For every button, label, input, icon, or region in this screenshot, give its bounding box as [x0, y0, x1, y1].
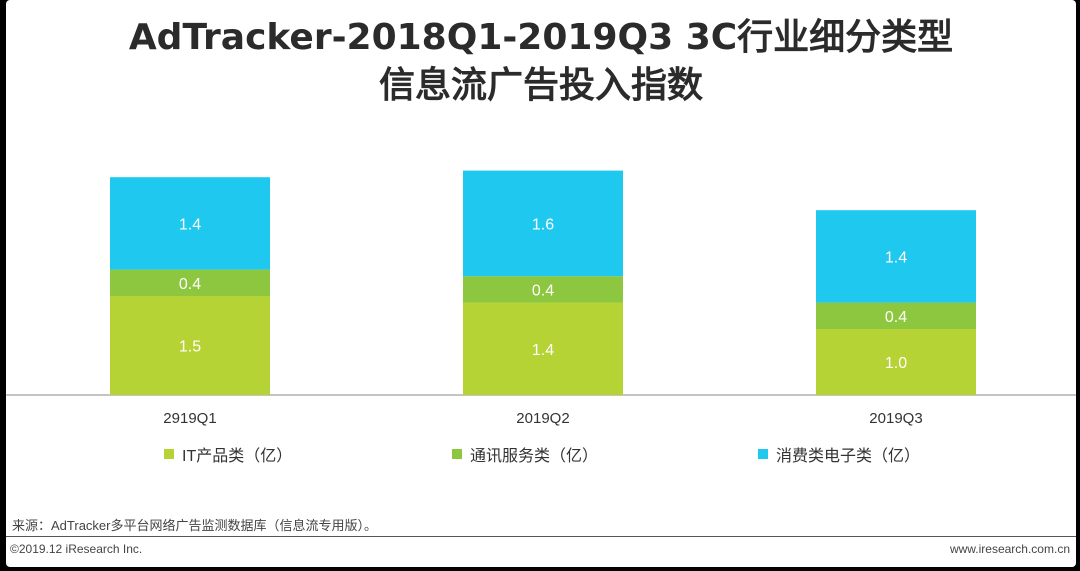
x-tick-label-3: 2019Q3 [869, 410, 922, 427]
bar-consumer-electronics-1 [110, 177, 270, 270]
chart-title-line-2: 信息流广告投入指数 [378, 65, 703, 106]
legend-item-it: IT产品类（亿） [164, 442, 292, 466]
legend-swatch-it [164, 449, 174, 459]
stacked-bar-chart: 1.5 0.4 1.4 2919Q1 1.4 0.4 1.6 2019Q2 1.0 0.4 1.4 2… [6, 170, 1076, 427]
data-label-it-1: 1.5 [179, 339, 201, 356]
source-note: 来源：AdTracker多平台网络广告监测数据库（信息流专用版）。 [12, 518, 377, 533]
bar-it-3 [816, 329, 976, 395]
chart-title-line-1: AdTracker-2018Q1-2019Q3 3C行业细分类型 [128, 17, 954, 58]
bar-consumer-electronics-2 [463, 170, 623, 277]
bar-it-1 [110, 296, 270, 395]
legend-label-consumer-electronics: 消费类电子类（亿） [776, 448, 921, 465]
data-label-consumer-electronics-1: 1.4 [179, 216, 201, 233]
legend-label-it: IT产品类（亿） [182, 448, 293, 465]
x-tick-label-1: 2919Q1 [163, 410, 216, 427]
bar-telecom-1 [110, 269, 270, 296]
website-link: www.iresearch.com.cn [949, 542, 1070, 556]
legend-item-consumer-electronics: 消费类电子类（亿） [758, 442, 920, 466]
data-label-it-3: 1.0 [885, 355, 907, 372]
data-label-it-2: 1.4 [532, 342, 554, 359]
bar-telecom-3 [816, 302, 976, 329]
copyright-text: ©2019.12 iResearch Inc. [10, 542, 143, 556]
chart-title: AdTracker-2018Q1-2019Q3 3C行业细分类型 信息流广告投入… [6, 14, 1076, 110]
chart-frame: AdTracker-2018Q1-2019Q3 3C行业细分类型 信息流广告投入… [6, 0, 1076, 567]
bar-telecom-2 [463, 276, 623, 303]
data-label-telecom-3: 0.4 [885, 309, 907, 326]
legend-label-telecom: 通讯服务类（亿） [470, 448, 599, 465]
bar-consumer-electronics-3 [816, 210, 976, 303]
bar-it-2 [463, 302, 623, 395]
legend-item-telecom: 通讯服务类（亿） [452, 442, 598, 466]
legend-swatch-consumer-electronics [758, 449, 768, 459]
footer-divider [6, 536, 1076, 537]
legend: IT产品类（亿） 通讯服务类（亿） 消费类电子类（亿） [6, 442, 1076, 466]
data-label-telecom-2: 0.4 [532, 282, 554, 299]
data-label-consumer-electronics-3: 1.4 [885, 249, 907, 266]
legend-swatch-telecom [452, 449, 462, 459]
data-label-consumer-electronics-2: 1.6 [532, 216, 554, 233]
x-tick-label-2: 2019Q2 [516, 410, 569, 427]
data-label-telecom-1: 0.4 [179, 276, 201, 293]
